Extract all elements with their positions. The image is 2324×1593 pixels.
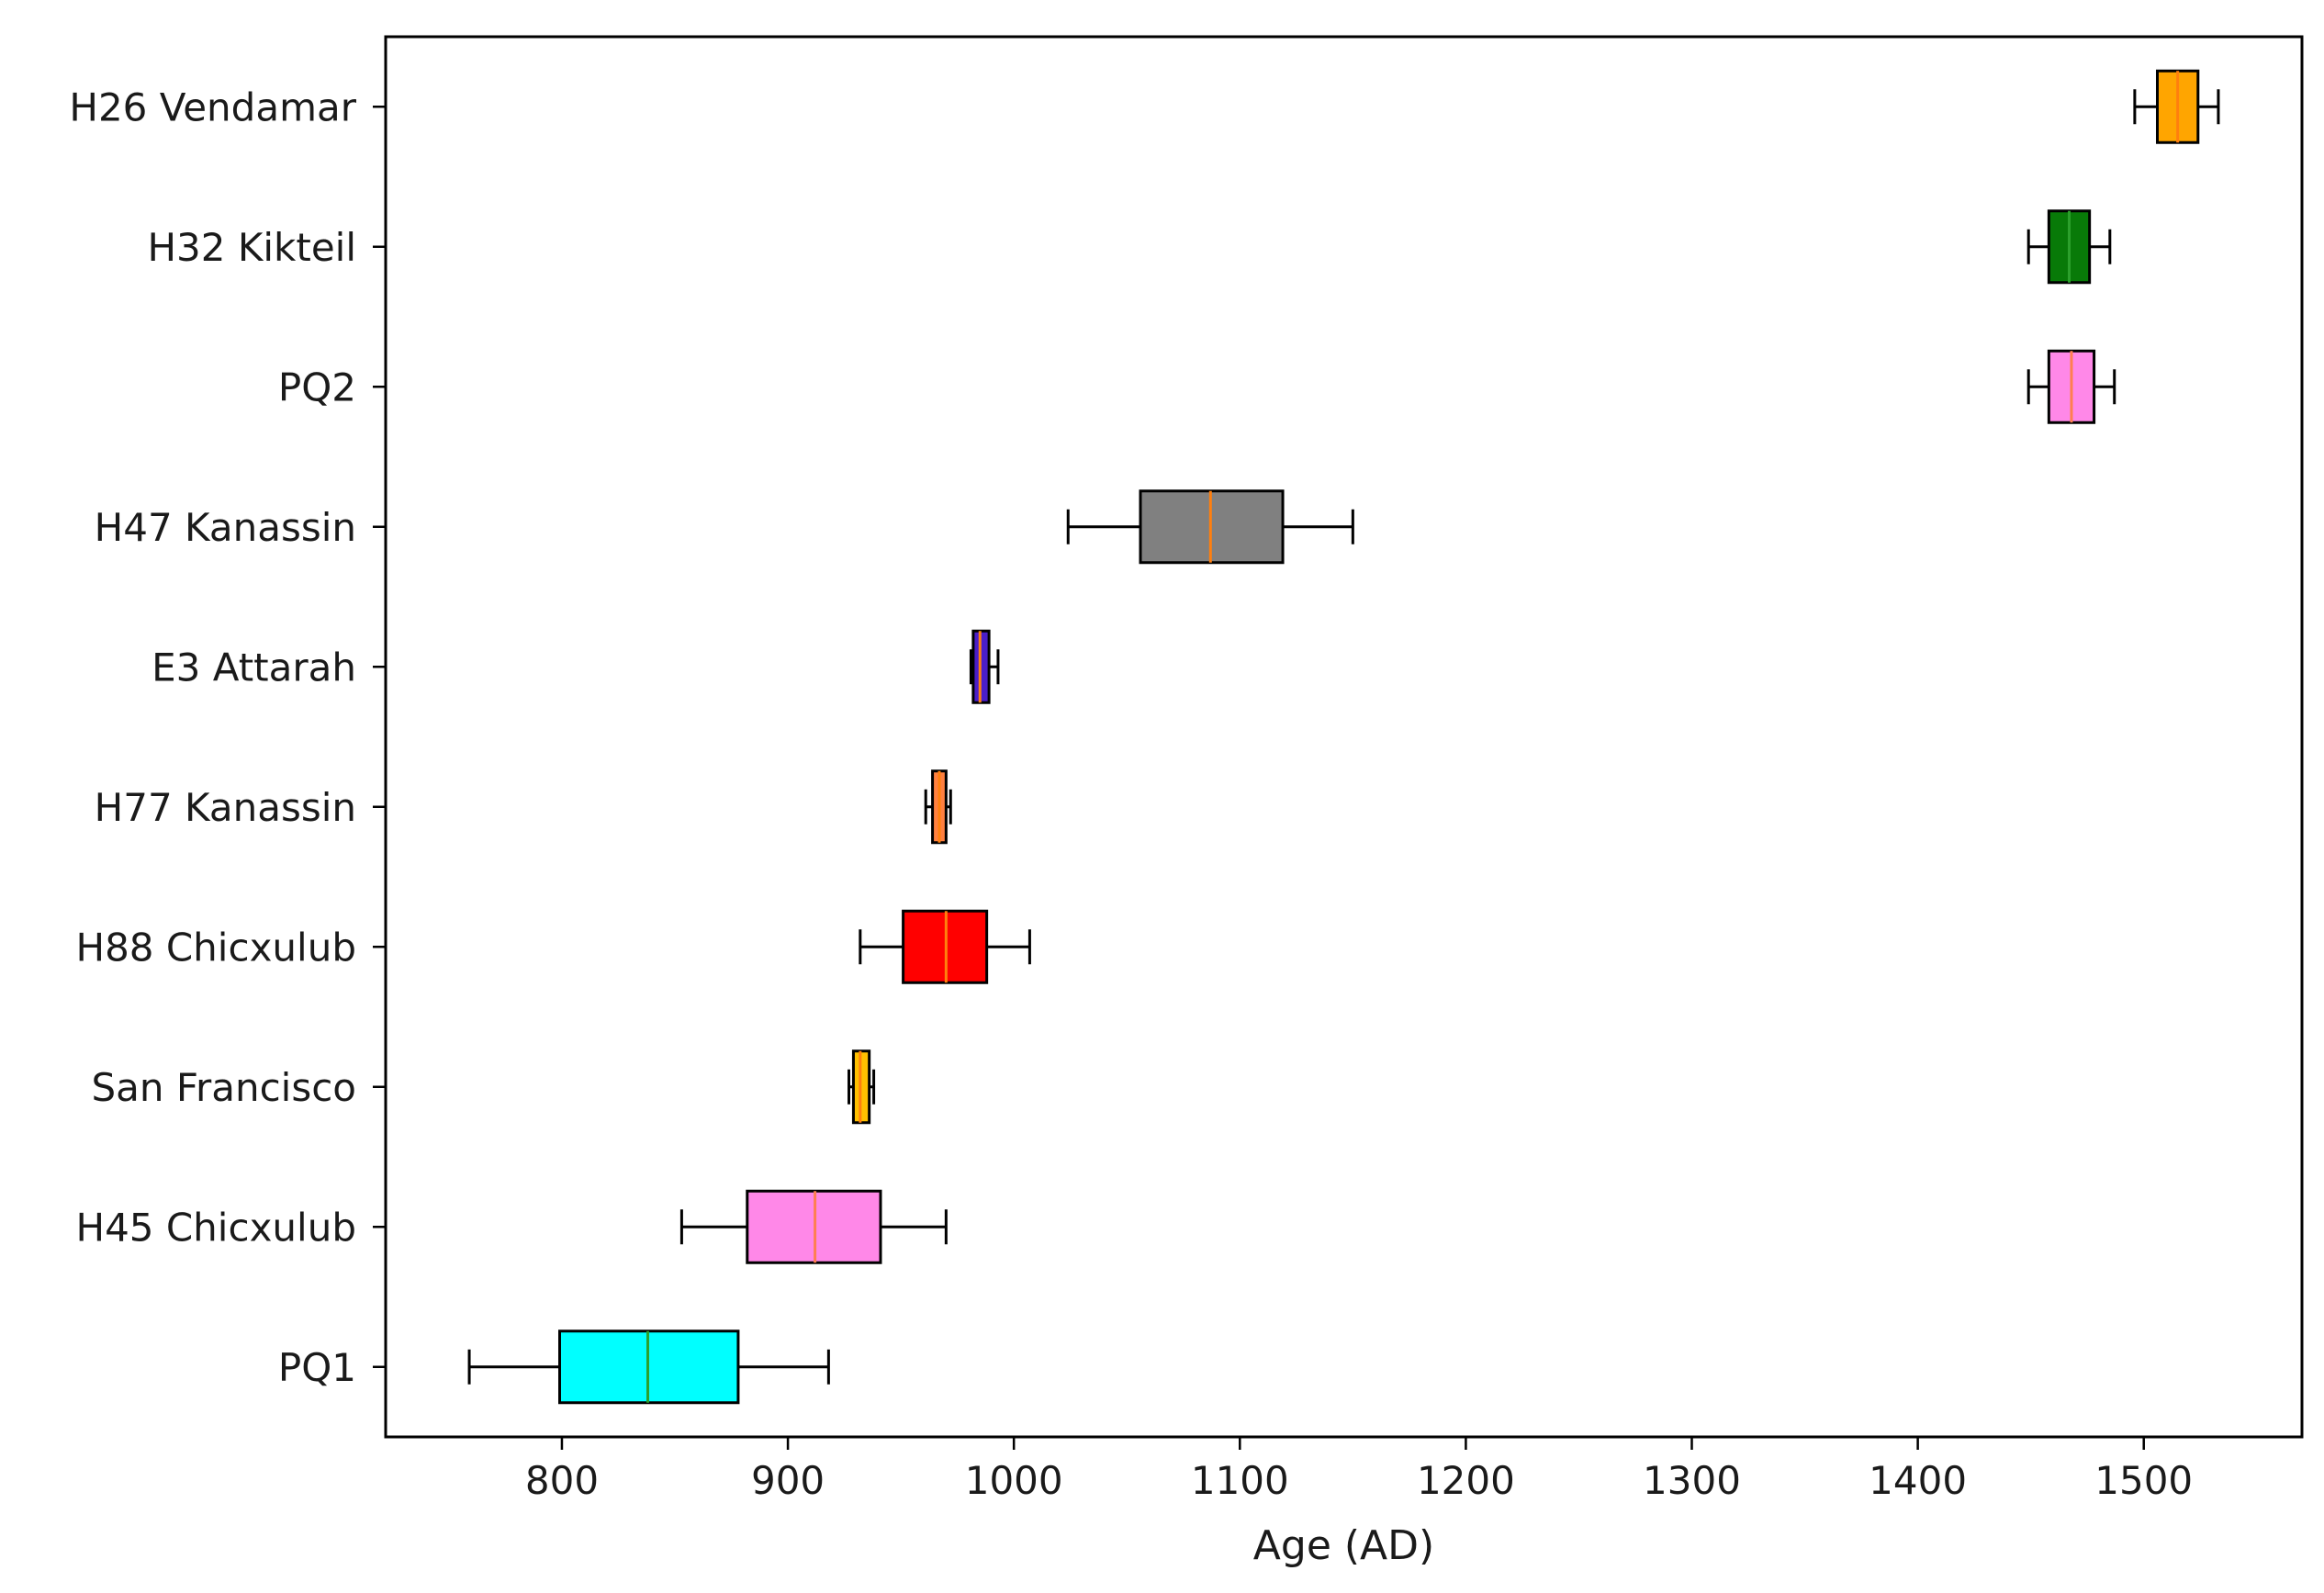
box-e3-attarah (969, 629, 1000, 704)
x-tick-label: 900 (751, 1458, 825, 1503)
x-tick-label: 1200 (1417, 1458, 1515, 1503)
y-tick-label: H88 Chicxulub (75, 925, 356, 970)
box-h26-vendamar (2133, 69, 2220, 144)
box-pq2 (2026, 349, 2116, 424)
x-axis-ticks: 800 900 1000 1100 1200 1300 1400 1500 (525, 1437, 2193, 1503)
x-tick-label: 1100 (1191, 1458, 1289, 1503)
y-tick-label: H32 Kikteil (147, 225, 356, 270)
box-h45-chicxulub (679, 1189, 948, 1264)
x-tick-label: 1300 (1643, 1458, 1741, 1503)
y-tick-label: PQ2 (278, 365, 356, 409)
axes-frame (384, 35, 2304, 1439)
y-tick-label: H47 Kanassin (95, 505, 356, 550)
y-tick-label: H26 Vendamar (69, 84, 356, 129)
box-pq1 (467, 1329, 830, 1405)
x-tick-label: 1500 (2094, 1458, 2193, 1503)
box-h77-kanassin (924, 769, 952, 845)
y-tick-label: PQ1 (278, 1345, 356, 1390)
y-tick-label: H45 Chicxulub (75, 1205, 356, 1250)
box-h32-kikteil (2026, 209, 2112, 285)
y-tick-label: San Francisco (91, 1065, 356, 1110)
box-h47-kanassin (1066, 489, 1354, 565)
x-tick-label: 800 (525, 1458, 599, 1503)
box-h88-chicxulub (859, 909, 1031, 984)
x-tick-label: 1000 (965, 1458, 1063, 1503)
x-tick-label: 1400 (1869, 1458, 1967, 1503)
x-axis-label: Age (AD) (1253, 1522, 1434, 1569)
box-san-francisco (848, 1049, 876, 1125)
y-tick-label: E3 Attarah (152, 645, 356, 690)
plot-area (467, 69, 2220, 1405)
y-tick-label: H77 Kanassin (95, 785, 356, 830)
y-axis-ticks: H26 Vendamar H32 Kikteil PQ2 H47 Kanassin E3… (69, 84, 386, 1390)
